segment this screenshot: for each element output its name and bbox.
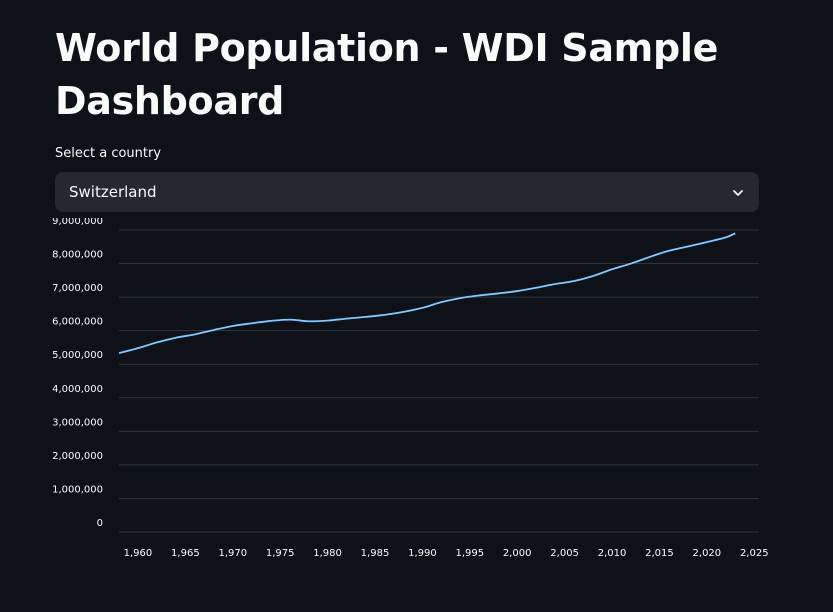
- country-select-label: Select a country: [55, 146, 162, 161]
- y-tick-label: 1,000,000: [52, 484, 103, 495]
- population-chart[interactable]: 0 1,000,000 2,000,000 3,000,000 4,000,000 5,0…: [0, 218, 833, 578]
- y-tick-label: 4,000,000: [52, 384, 103, 395]
- y-tick-label: 9,000,000: [52, 218, 103, 227]
- y-tick-label: 8,000,000: [52, 250, 103, 261]
- x-tick-label: 1,995: [455, 548, 484, 559]
- x-tick-label: 2,005: [550, 548, 579, 559]
- country-select-value: Switzerland: [69, 183, 157, 201]
- x-tick-label: 2,010: [598, 548, 627, 559]
- series-line-0[interactable]: [118, 232, 736, 355]
- x-tick-label: 2,020: [693, 548, 722, 559]
- y-tick-label: 2,000,000: [52, 451, 103, 462]
- country-select[interactable]: Switzerland: [55, 172, 759, 212]
- x-tick-label: 1,965: [171, 548, 200, 559]
- x-tick-label: 1,985: [361, 548, 390, 559]
- population-line-chart: 0 1,000,000 2,000,000 3,000,000 4,000,000 5,0…: [52, 218, 769, 559]
- x-tick-label: 1,960: [124, 548, 153, 559]
- y-tick-label: 3,000,000: [52, 417, 103, 428]
- x-tick-label: 1,975: [266, 548, 295, 559]
- y-tick-label: 6,000,000: [52, 317, 103, 328]
- x-tick-label: 2,025: [740, 548, 769, 559]
- page-title: World Population - WDI Sample Dashboard: [55, 26, 719, 123]
- x-tick-label: 1,970: [218, 548, 247, 559]
- x-tick-label: 2,015: [645, 548, 674, 559]
- x-tick-label: 1,990: [408, 548, 437, 559]
- x-tick-label: 2,000: [503, 548, 532, 559]
- y-tick-label: 5,000,000: [52, 350, 103, 361]
- chevron-down-icon[interactable]: [731, 185, 745, 199]
- y-tick-label: 0: [97, 518, 103, 529]
- y-tick-label: 7,000,000: [52, 283, 103, 294]
- x-tick-label: 1,980: [313, 548, 342, 559]
